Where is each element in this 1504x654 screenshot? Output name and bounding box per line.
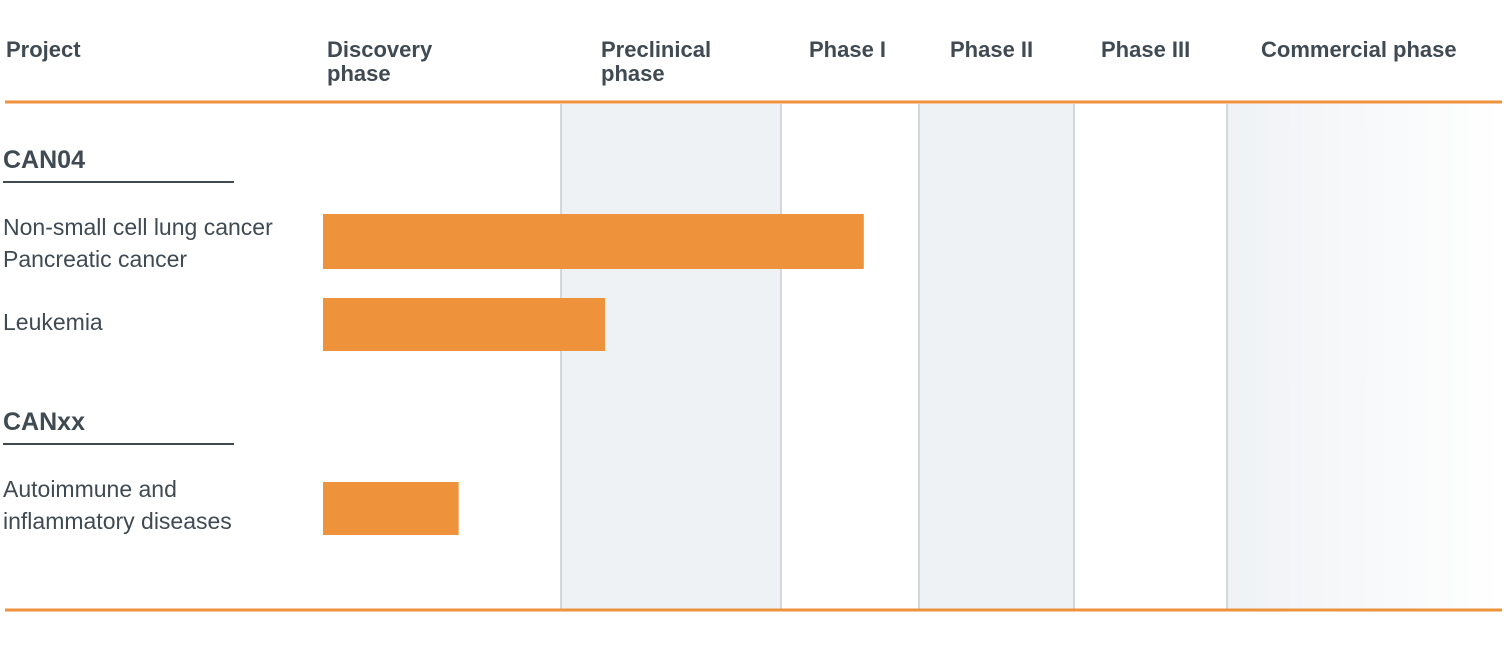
project-column-header: Project [6, 37, 81, 62]
phase-shade-commercial-phase [1227, 104, 1502, 609]
phase-header-phase-iii: Phase III [1101, 37, 1191, 62]
phase-shade-phase-ii [919, 104, 1074, 609]
phase-header-discovery-phase: Discovery phase [327, 37, 433, 86]
project-title-can04: CAN04 [3, 146, 85, 174]
progress-bar-can04-0 [323, 214, 864, 269]
project-title-canxx: CANxx [3, 408, 85, 436]
indication-label: Autoimmune and inflammatory diseases [3, 476, 232, 534]
project-underline [3, 181, 234, 183]
phase-dividers [560, 104, 1228, 609]
progress-bar-can04-1 [323, 298, 605, 351]
progress-bars [323, 214, 864, 535]
phase-header-phase-i: Phase I [809, 37, 887, 62]
phase-header-commercial-phase: Commercial phase [1261, 37, 1457, 62]
phase-shade-preclinical-phase [561, 104, 781, 609]
progress-bar-canxx-0 [323, 482, 459, 535]
phase-header-phase-ii: Phase II [950, 37, 1034, 62]
indication-label: Leukemia [3, 309, 103, 335]
phase-shading [561, 104, 1502, 609]
phase-header-preclinical-phase: Preclinical phase [601, 37, 712, 86]
indication-label: Non-small cell lung cancer Pancreatic ca… [3, 214, 273, 272]
project-underline [3, 443, 234, 445]
